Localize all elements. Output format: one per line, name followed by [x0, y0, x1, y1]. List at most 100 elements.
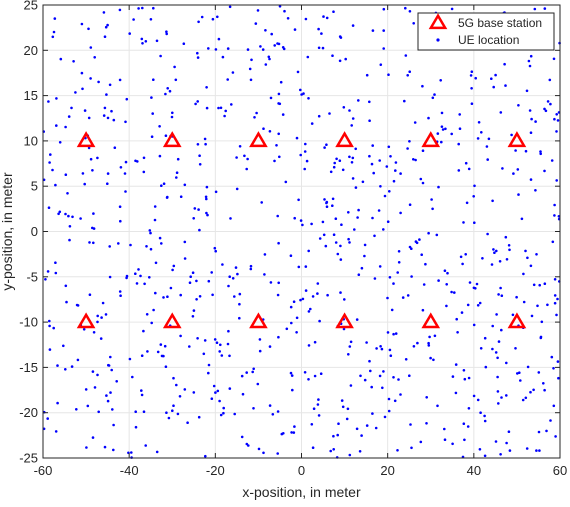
ue-point: [93, 56, 96, 59]
ue-point: [214, 391, 217, 394]
ue-point: [198, 154, 201, 157]
ue-point: [255, 111, 258, 115]
ue-point: [532, 283, 536, 287]
ue-point: [518, 371, 521, 375]
ue-point: [361, 180, 365, 184]
ue-point: [321, 220, 325, 224]
ue-point: [140, 37, 144, 41]
ue-point: [106, 116, 110, 120]
ue-point: [480, 131, 483, 134]
ue-point: [310, 222, 313, 226]
ue-point: [427, 341, 430, 345]
ue-point: [379, 185, 382, 188]
ue-point: [484, 365, 488, 369]
ue-point: [58, 210, 62, 214]
y-axis-title: y-position, in meter: [0, 172, 15, 291]
ue-point: [334, 217, 338, 220]
ue-point: [233, 295, 236, 298]
ue-point: [408, 374, 411, 378]
ue-point: [507, 244, 511, 247]
ue-point: [505, 394, 508, 397]
ue-point: [268, 130, 272, 133]
ue-point: [192, 217, 195, 220]
ue-point: [103, 445, 107, 449]
ue-point: [252, 407, 255, 410]
ue-point: [351, 177, 355, 180]
ue-point: [392, 332, 395, 336]
ue-point: [394, 161, 398, 164]
ue-point: [387, 409, 391, 413]
ue-point: [368, 154, 371, 158]
ue-point: [227, 329, 230, 333]
ue-point: [368, 119, 371, 122]
ue-point: [338, 35, 342, 38]
ue-point: [414, 158, 417, 162]
ue-point: [527, 59, 531, 63]
ue-point: [258, 338, 262, 341]
ue-point: [207, 47, 210, 50]
ue-point: [507, 430, 511, 434]
ue-point: [200, 15, 204, 19]
ue-point: [457, 142, 461, 146]
ue-point: [526, 256, 529, 260]
ue-point: [536, 304, 539, 308]
ue-point: [46, 417, 49, 420]
ue-point: [202, 352, 206, 356]
ue-point: [106, 182, 109, 185]
ue-point: [534, 189, 537, 192]
ue-point: [404, 54, 408, 57]
ue-point: [236, 272, 239, 276]
ue-point: [118, 205, 122, 208]
ue-point: [205, 211, 208, 215]
ue-point: [387, 397, 391, 401]
ue-point: [316, 403, 320, 406]
ue-point: [332, 165, 336, 169]
ue-point: [143, 282, 146, 286]
ue-point: [281, 46, 285, 49]
x-axis-title: x-position, in meter: [242, 484, 361, 500]
ue-point: [290, 321, 293, 325]
ue-point: [290, 431, 293, 434]
ue-point: [390, 308, 394, 312]
ue-point: [89, 77, 92, 80]
ue-point: [331, 54, 334, 57]
ue-point: [533, 7, 537, 11]
x-tick-label: 20: [380, 463, 394, 478]
ue-point: [273, 44, 277, 47]
ue-point: [145, 245, 148, 248]
ue-point: [317, 114, 321, 118]
ue-point: [125, 97, 129, 101]
ue-point: [305, 159, 309, 163]
ue-point: [552, 404, 556, 408]
ue-point: [252, 367, 255, 371]
ue-point: [109, 391, 112, 394]
base-station-marker: [335, 131, 354, 148]
ue-point: [118, 290, 122, 293]
ue-point: [458, 113, 462, 116]
ue-point: [214, 249, 217, 253]
ue-point: [277, 335, 280, 339]
ue-point: [368, 359, 371, 363]
ue-point: [386, 220, 390, 223]
ue-point: [427, 116, 430, 120]
ue-point: [289, 254, 293, 257]
ue-point: [317, 398, 320, 401]
ue-point: [229, 217, 232, 220]
ue-point: [170, 115, 174, 119]
ue-point: [370, 385, 374, 389]
ue-point: [512, 172, 515, 175]
ue-point: [342, 327, 346, 331]
ue-point: [154, 261, 158, 265]
ue-point: [59, 57, 63, 61]
ue-point: [360, 266, 364, 270]
ue-point: [436, 404, 439, 408]
ue-point: [433, 93, 436, 96]
ue-point: [48, 324, 51, 328]
ue-point: [350, 124, 354, 127]
base-station-marker: [421, 312, 441, 329]
ue-point: [552, 367, 555, 370]
ue-point: [328, 112, 331, 115]
ue-point: [70, 106, 73, 110]
ue-point: [142, 156, 146, 160]
ue-point: [375, 347, 378, 350]
